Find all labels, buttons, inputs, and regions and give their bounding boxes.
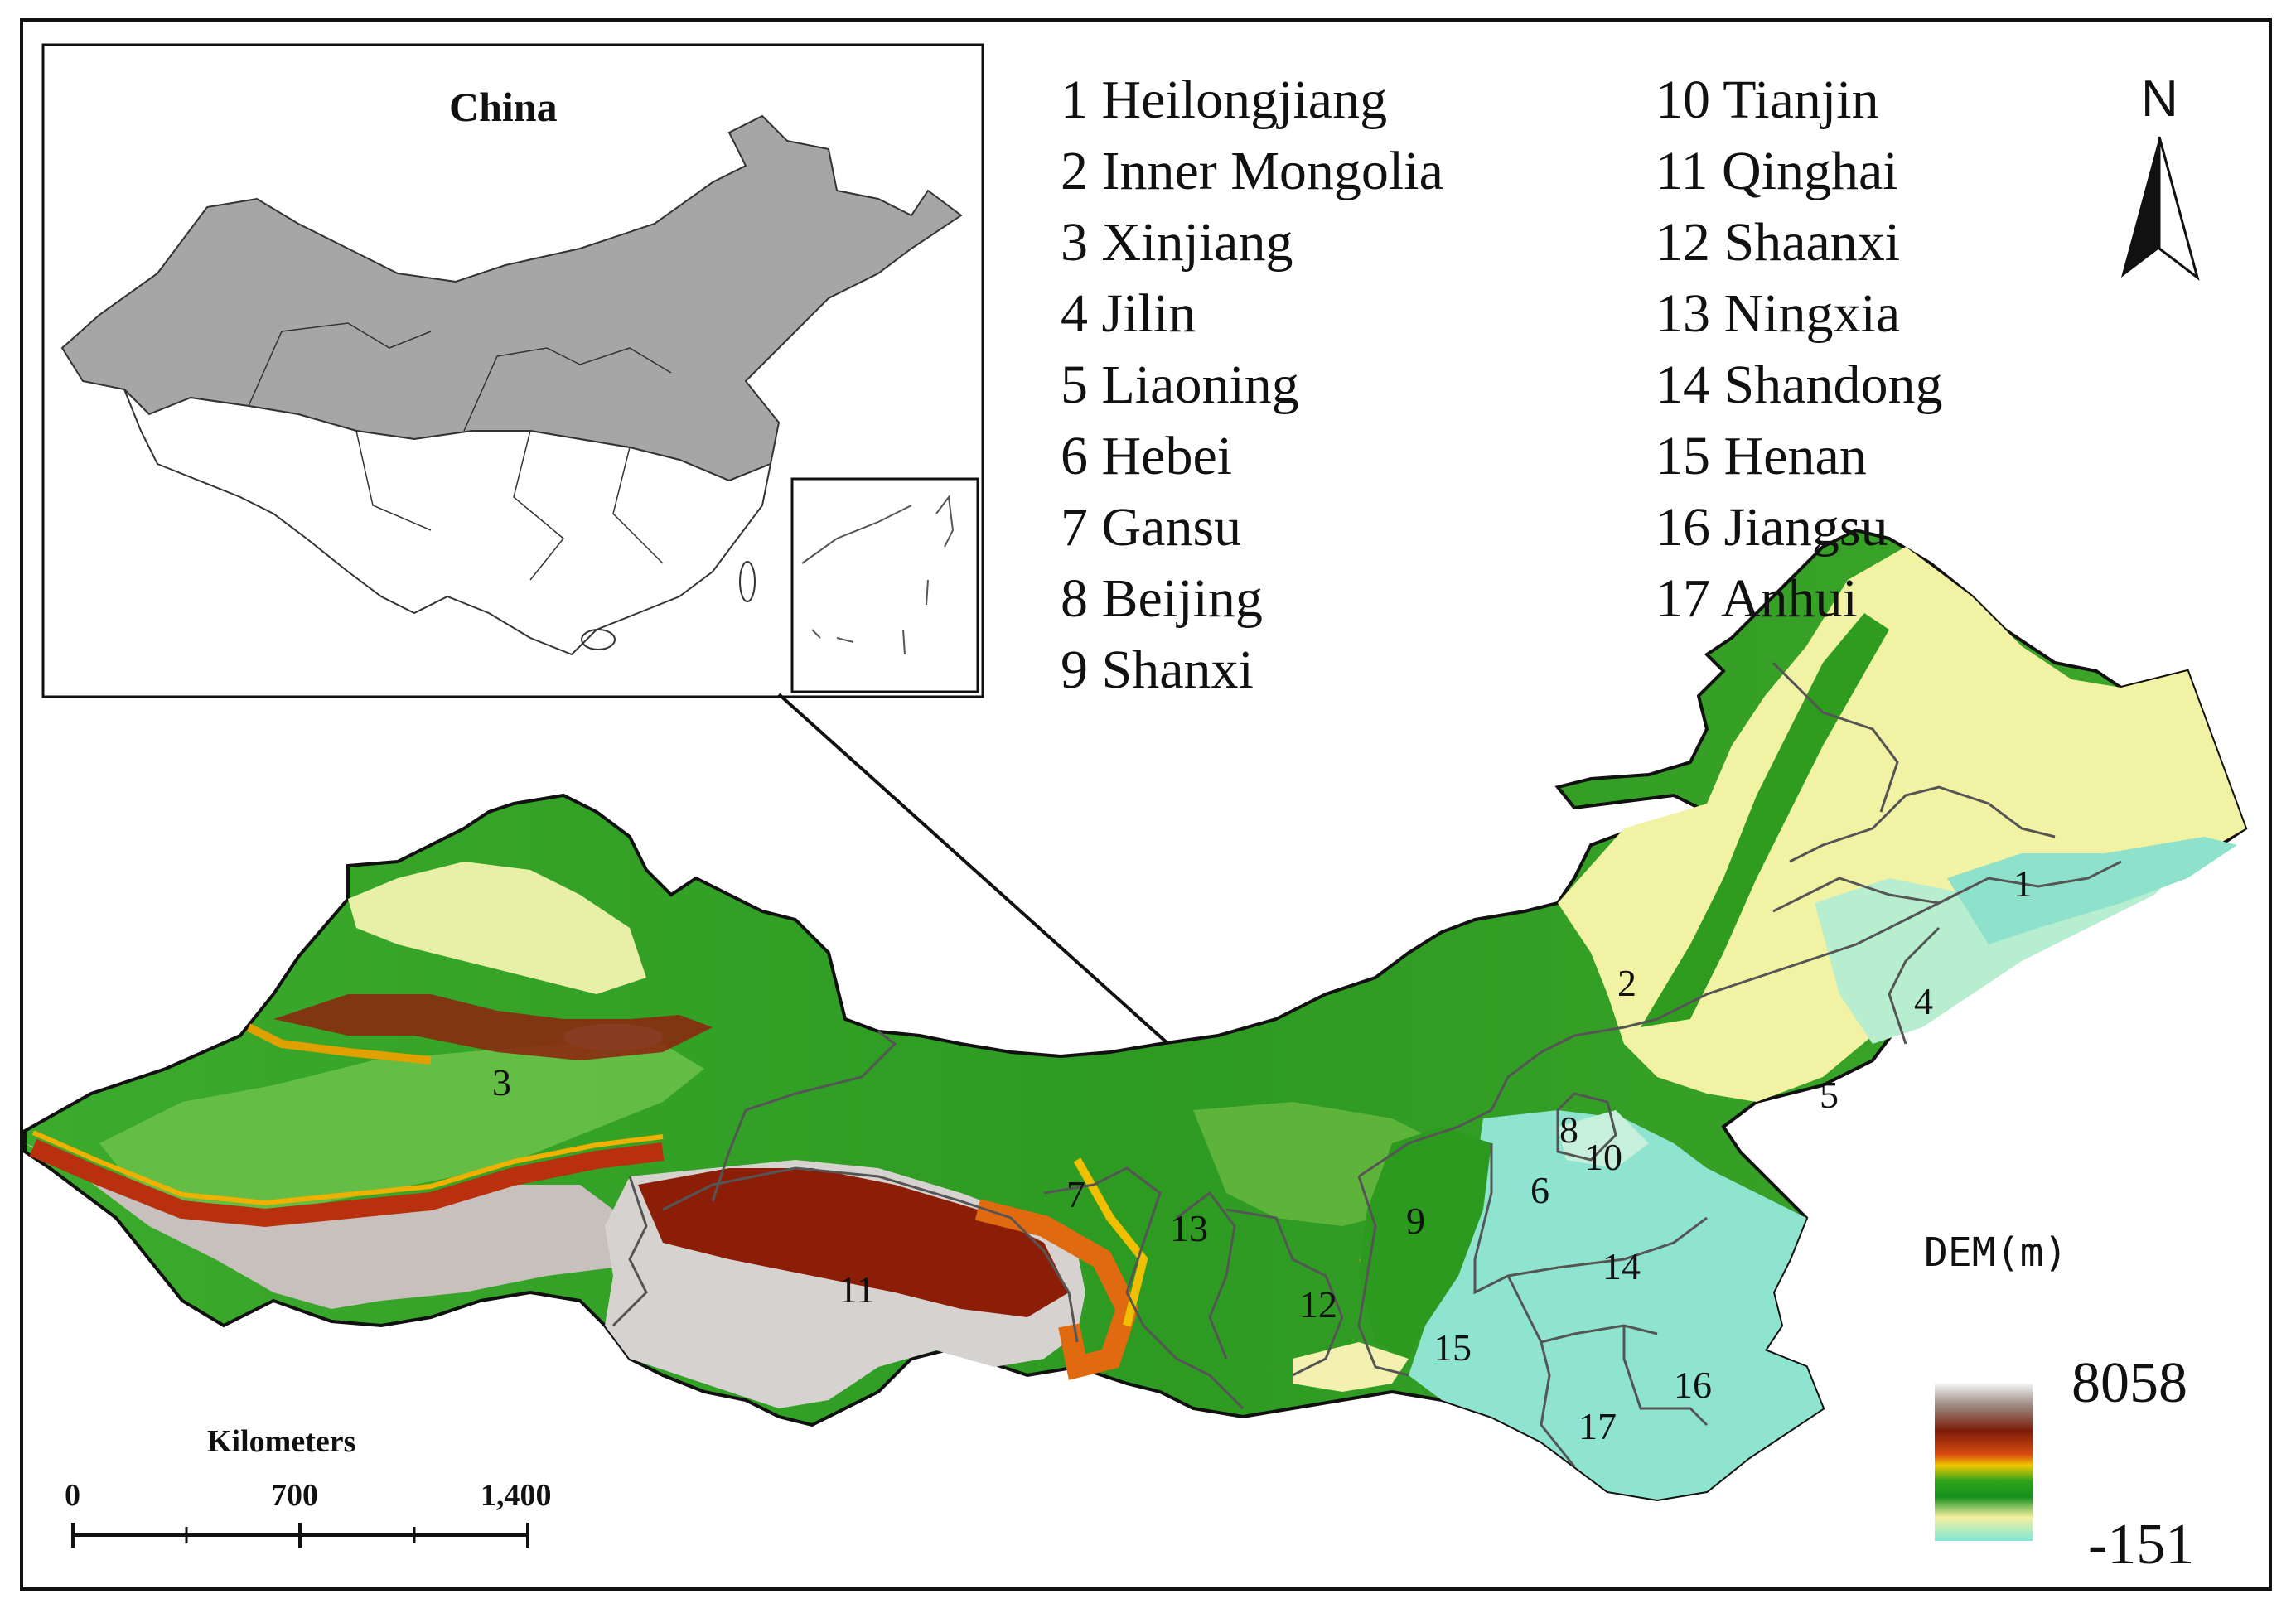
scale-bar-tick-label: 0	[65, 1478, 80, 1513]
province-label-7: 7	[1066, 1173, 1085, 1215]
legend-item: 14 Shandong	[1656, 355, 1943, 415]
legend-item: 16 Jiangsu	[1656, 497, 1888, 558]
province-label-11: 11	[839, 1268, 876, 1311]
province-label-8: 8	[1559, 1108, 1578, 1151]
scale-bar-title: Kilometers	[207, 1424, 356, 1459]
province-label-16: 16	[1674, 1364, 1712, 1406]
legend-item: 3 Xinjiang	[1061, 212, 1293, 273]
province-label-10: 10	[1584, 1136, 1622, 1178]
dem-legend-max: 8058	[2071, 1351, 2187, 1415]
legend-item: 8 Beijing	[1061, 568, 1263, 629]
inset-rest-of-china	[123, 389, 772, 656]
scale-bar	[71, 1523, 529, 1548]
province-label-14: 14	[1602, 1245, 1641, 1287]
north-arrow-icon	[2121, 136, 2200, 281]
province-label-1: 1	[2013, 862, 2033, 905]
province-label-6: 6	[1530, 1169, 1549, 1211]
scale-bar-tick-label: 1,400	[481, 1478, 552, 1513]
province-label-5: 5	[1820, 1074, 1839, 1116]
legend-item: 13 Ningxia	[1656, 283, 1901, 344]
legend-item: 5 Liaoning	[1061, 355, 1299, 415]
dem-color-ramp	[1935, 1384, 2033, 1541]
inset-title: China	[449, 84, 558, 130]
province-legend-column-1: 1 Heilongjiang 2 Inner Mongolia 3 Xinjia…	[1061, 65, 1443, 706]
legend-item: 2 Inner Mongolia	[1061, 141, 1443, 201]
legend-item: 1 Heilongjiang	[1061, 70, 1388, 130]
inset-map	[41, 43, 984, 698]
dem-legend-min: -151	[2088, 1513, 2195, 1577]
province-label-15: 15	[1433, 1326, 1472, 1369]
map-frame	[20, 18, 2272, 1591]
province-legend-column-2: 10 Tianjin 11 Qinghai 12 Shaanxi 13 Ning…	[1656, 65, 1943, 635]
province-label-3: 3	[492, 1061, 511, 1104]
scale-bar-tick-label: 700	[271, 1478, 318, 1513]
north-label: N	[2141, 70, 2178, 128]
legend-item: 4 Jilin	[1061, 283, 1196, 344]
province-label-17: 17	[1578, 1405, 1617, 1447]
study-area-map	[23, 528, 2248, 1502]
dem-legend-title: DEM(m)	[1924, 1229, 2068, 1276]
legend-item: 9 Shanxi	[1061, 640, 1254, 700]
province-label-4: 4	[1914, 980, 1933, 1022]
legend-item: 17 Anhui	[1656, 568, 1858, 629]
inset-connector-line	[777, 693, 1187, 1060]
legend-item: 6 Hebei	[1061, 426, 1233, 486]
legend-item: 11 Qinghai	[1656, 141, 1898, 201]
province-label-2: 2	[1617, 962, 1636, 1004]
legend-item: 7 Gansu	[1061, 497, 1242, 558]
legend-item: 10 Tianjin	[1656, 70, 1879, 130]
province-label-9: 9	[1406, 1200, 1425, 1242]
province-label-13: 13	[1170, 1207, 1208, 1249]
legend-item: 12 Shaanxi	[1656, 212, 1901, 273]
province-label-12: 12	[1299, 1283, 1337, 1326]
legend-item: 15 Henan	[1656, 426, 1867, 486]
